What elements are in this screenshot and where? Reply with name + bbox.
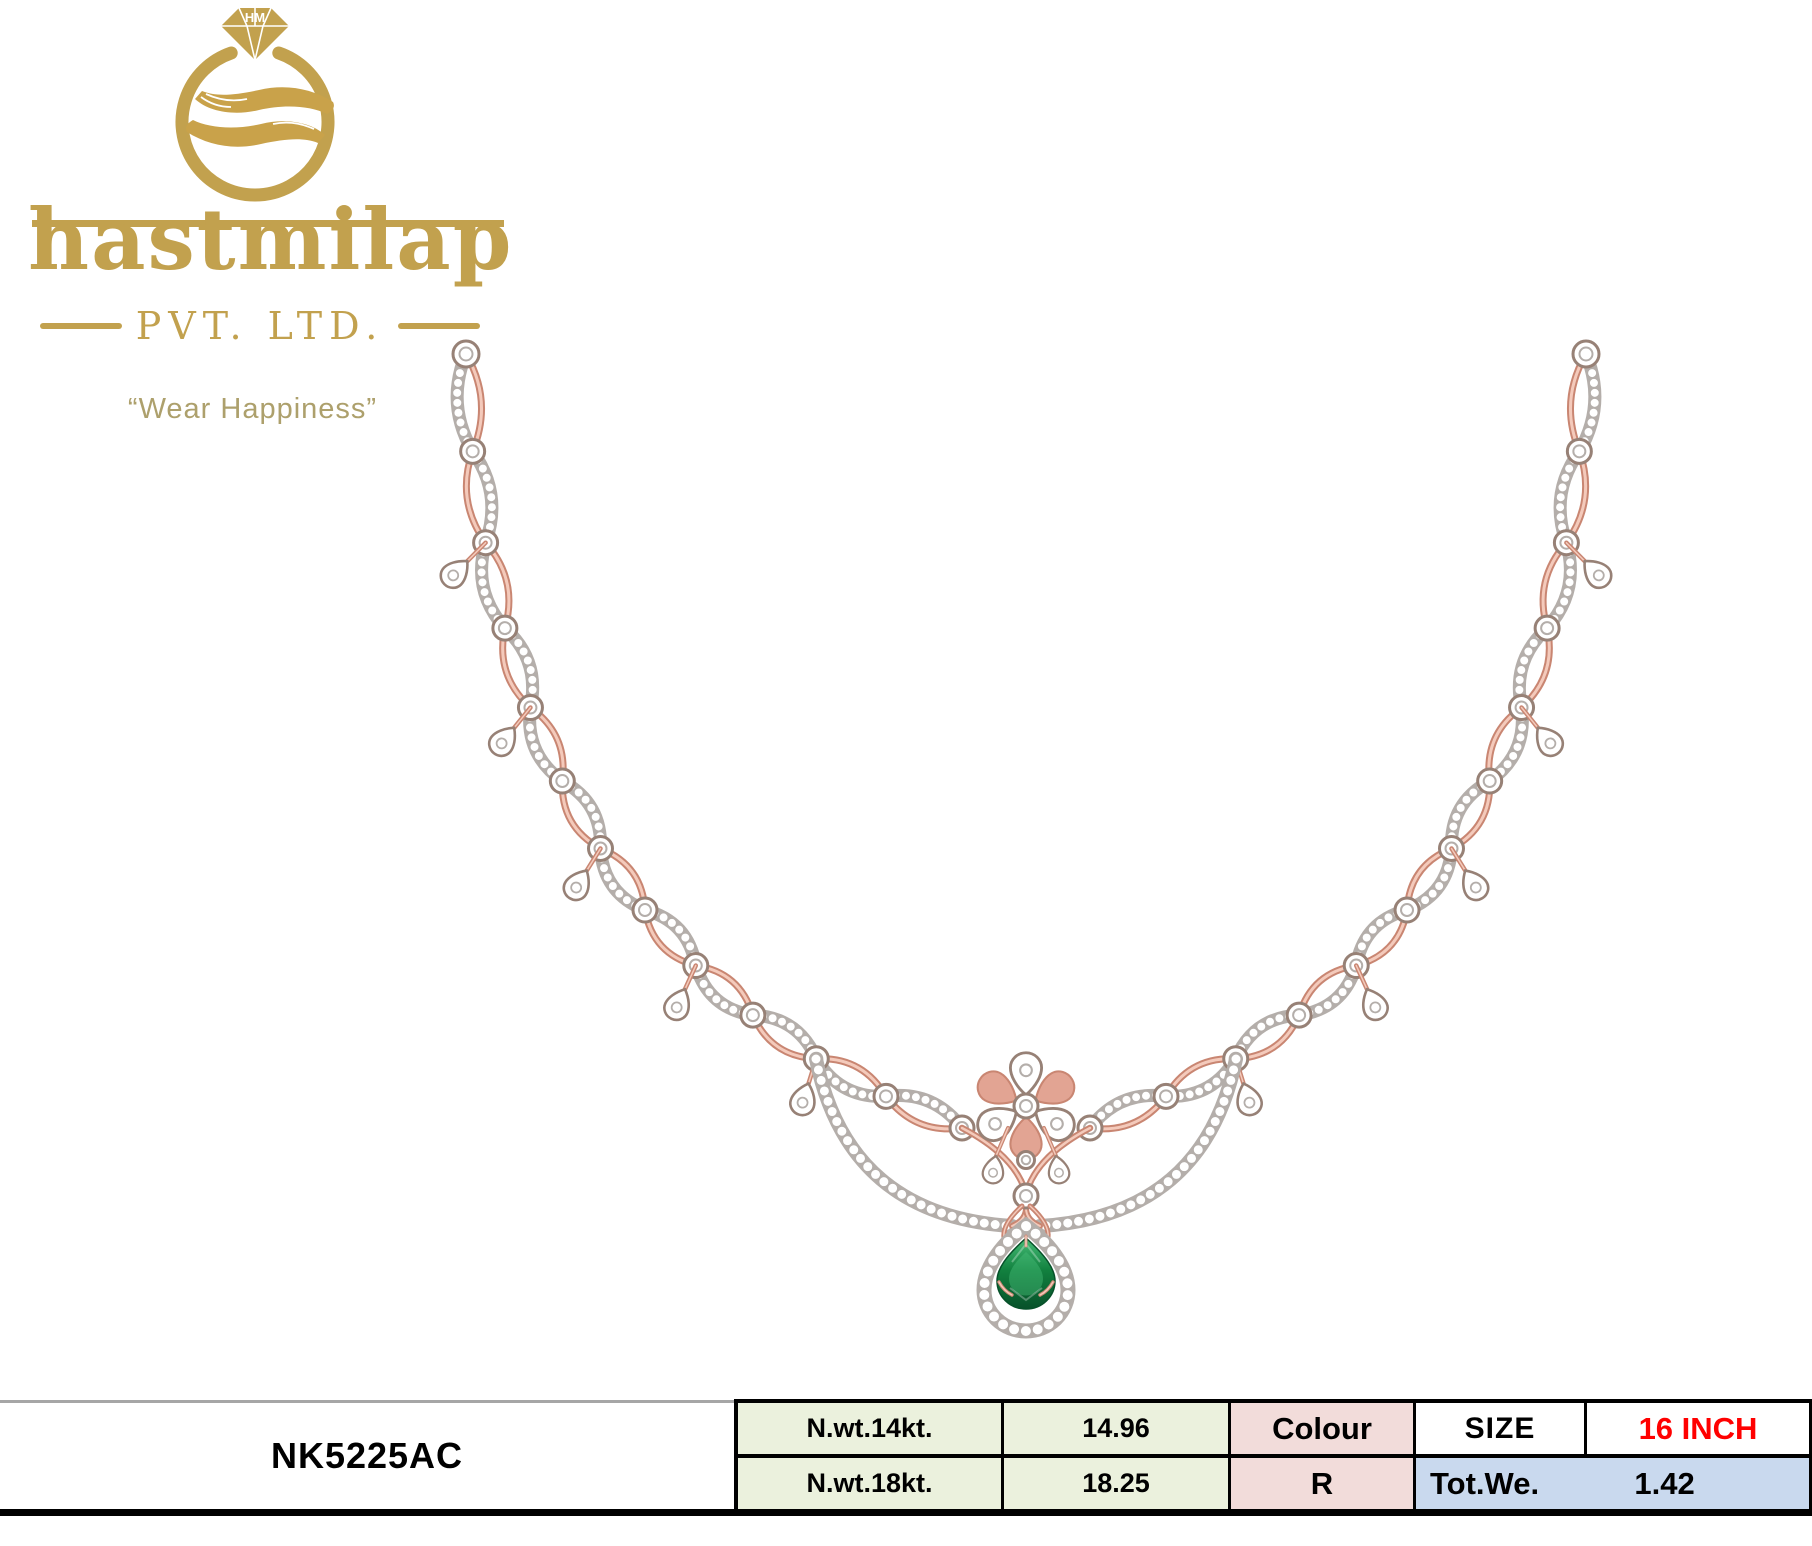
- brand-suffix-row: PVT. LTD.: [40, 304, 480, 348]
- monogram-letters: HM: [245, 10, 265, 25]
- table-mid-line: [734, 1454, 1812, 1458]
- total-weight-cell: Tot.We. 1.42: [1416, 1458, 1809, 1509]
- brand-tagline: “Wear Happiness”: [127, 393, 378, 425]
- table-bottom-line: [0, 1509, 1812, 1516]
- net-weight-14kt-label: N.wt.14kt.: [738, 1403, 1001, 1454]
- total-weight-value: 1.42: [1634, 1465, 1695, 1501]
- hands-ring-icon: [175, 46, 335, 202]
- brand-logo-mark: HM: [175, 7, 335, 202]
- net-weight-18kt-value: 18.25: [1004, 1458, 1228, 1509]
- colour-value-cell: R: [1231, 1458, 1413, 1509]
- table-vline-1: [734, 1399, 738, 1516]
- table-top-line-gray: [0, 1400, 734, 1403]
- table-vline-3: [1228, 1403, 1231, 1509]
- brand-wordmark: hastmilap: [28, 198, 511, 318]
- colour-label-cell: Colour: [1231, 1403, 1413, 1454]
- left-dash: [40, 323, 122, 329]
- total-weight-label: Tot.We.: [1430, 1465, 1540, 1501]
- right-dash: [398, 323, 480, 329]
- size-value-cell: 16 INCH: [1587, 1403, 1809, 1454]
- size-label-cell: SIZE: [1416, 1403, 1584, 1454]
- sku-cell: NK5225AC: [0, 1403, 734, 1509]
- table-vline-2: [1001, 1403, 1004, 1509]
- table-vline-5: [1584, 1403, 1587, 1454]
- shirorekha-bar: [32, 220, 504, 227]
- table-top-line-black: [734, 1399, 1812, 1403]
- diamond-monogram-icon: HM: [221, 7, 289, 61]
- brand-name-text: hastmilap: [28, 190, 514, 289]
- net-weight-18kt-label: N.wt.18kt.: [738, 1458, 1001, 1509]
- table-vline-4: [1413, 1403, 1416, 1509]
- brand-suffix-text: PVT. LTD.: [135, 304, 385, 348]
- table-vline-right: [1809, 1399, 1812, 1516]
- net-weight-14kt-value: 14.96: [1004, 1403, 1228, 1454]
